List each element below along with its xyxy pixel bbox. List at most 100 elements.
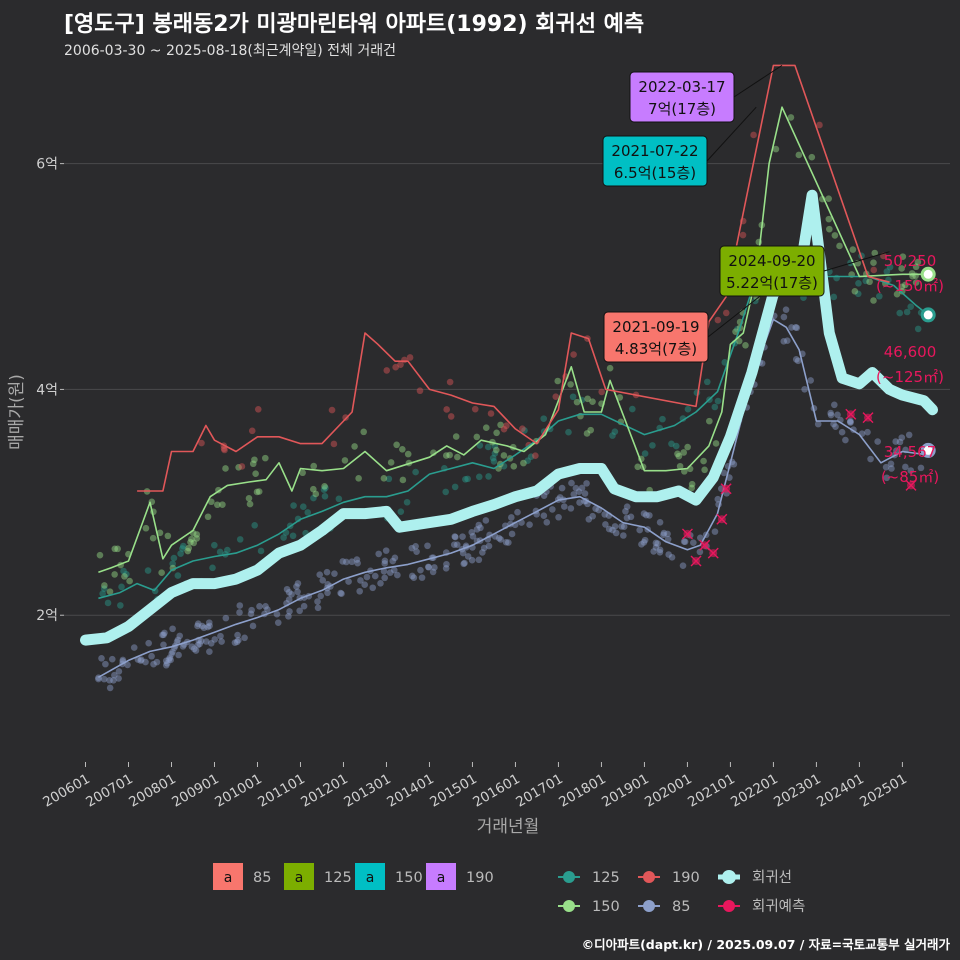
scatter-point-85 [656,549,664,556]
scatter-point-85 [460,560,468,568]
scatter-point-85 [130,644,138,651]
scatter-point-85 [165,656,173,663]
scatter-point-85 [641,536,649,544]
scatter-point-125 [703,378,711,386]
scatter-point-190 [401,356,408,364]
scatter-point-85 [256,603,263,610]
scatter-point-125 [649,442,656,449]
scatter-point-85 [179,643,187,650]
scatter-point-85 [792,356,800,363]
scatter-point-85 [357,577,364,584]
scatter-point-85 [508,514,515,521]
scatter-point-85 [413,548,420,555]
end-label-area: (~150㎡) [876,277,944,295]
scatter-point-190 [598,388,605,396]
scatter-point-85 [450,541,458,548]
legend-area-label: 150 [395,870,423,886]
x-tick-label: 202201 [728,771,781,811]
scatter-point-85 [417,566,424,574]
scatter-point-150 [190,539,198,547]
scatter-point-150 [442,452,450,459]
scatter-point-150 [312,490,320,498]
scatter-point-85 [589,512,596,520]
scatter-point-85 [98,654,105,662]
scatter-point-85 [106,676,113,684]
legend-line-label: 85 [672,899,690,915]
scatter-point-190 [447,413,455,420]
scatter-point-85 [514,508,521,516]
scatter-point-125 [711,403,719,411]
scatter-point-85 [612,529,620,537]
scatter-point-125 [668,440,675,448]
x-tick-label: 201601 [470,771,523,811]
scatter-point-85 [194,641,202,649]
scatter-point-85 [317,592,325,600]
scatter-point-150 [676,462,684,470]
scatter-point-85 [679,562,687,569]
scatter-point-150 [204,513,212,521]
scatter-point-85 [386,569,394,576]
annotation-box [629,71,735,123]
scatter-point-150 [893,290,901,298]
x-tick-label: 202501 [857,771,910,811]
scatter-point-150 [193,531,201,538]
scatter-point-150 [219,501,226,508]
scatter-point-85 [847,419,854,426]
scatter-point-125 [236,536,244,543]
scatter-point-85 [793,324,801,332]
scatter-point-85 [595,506,603,514]
scatter-point-150 [399,476,407,484]
scatter-point-85 [575,488,583,496]
forecast-cross [845,408,857,420]
legend-area-label: 190 [466,870,494,886]
annotation-leader [733,64,783,98]
scatter-point-85 [720,469,728,477]
scatter-point-85 [235,636,242,644]
scatter-point-125 [251,522,258,529]
scatter-point-85 [300,602,308,610]
scatter-point-150 [399,446,406,453]
scatter-point-85 [452,533,459,541]
scatter-point-125 [855,279,862,287]
annotation-box [719,245,825,297]
annotation-leader [706,106,757,162]
scatter-point-85 [652,544,660,551]
scatter-point-125 [321,493,329,500]
scatter-point-190 [714,316,722,324]
legend-area-label: 125 [324,870,352,886]
scatter-point-85 [273,610,281,618]
x-tick-label: 200701 [83,771,136,811]
scatter-point-125 [876,292,883,300]
scatter-point-85 [354,559,361,567]
scatter-point-150 [688,480,696,488]
scatter-point-85 [233,638,241,646]
scatter-point-85 [217,632,224,640]
scatter-point-85 [247,610,255,618]
scatter-point-125 [521,427,528,434]
scatter-point-125 [216,548,224,556]
scatter-point-150 [355,475,362,482]
scatter-point-85 [680,538,688,545]
scatter-point-190 [722,309,730,317]
scatter-point-85 [161,629,168,637]
scatter-point-150 [674,450,681,458]
scatter-point-125 [609,432,616,439]
scatter-point-125 [335,495,343,503]
scatter-point-85 [459,549,467,557]
scatter-point-85 [166,654,174,661]
scatter-point-150 [808,153,816,161]
scatter-point-85 [196,640,203,648]
scatter-point-150 [185,544,192,552]
scatter-point-85 [142,658,149,666]
scatter-point-125 [322,484,329,492]
scatter-point-125 [914,325,922,333]
scatter-point-85 [834,411,841,419]
scatter-point-125 [412,468,419,476]
scatter-point-85 [293,583,300,590]
scatter-point-150 [126,577,133,585]
annotation-leader [707,295,761,338]
end-label-value: 34,567 [884,443,937,461]
scatter-point-85 [827,411,835,419]
scatter-point-85 [408,572,416,580]
